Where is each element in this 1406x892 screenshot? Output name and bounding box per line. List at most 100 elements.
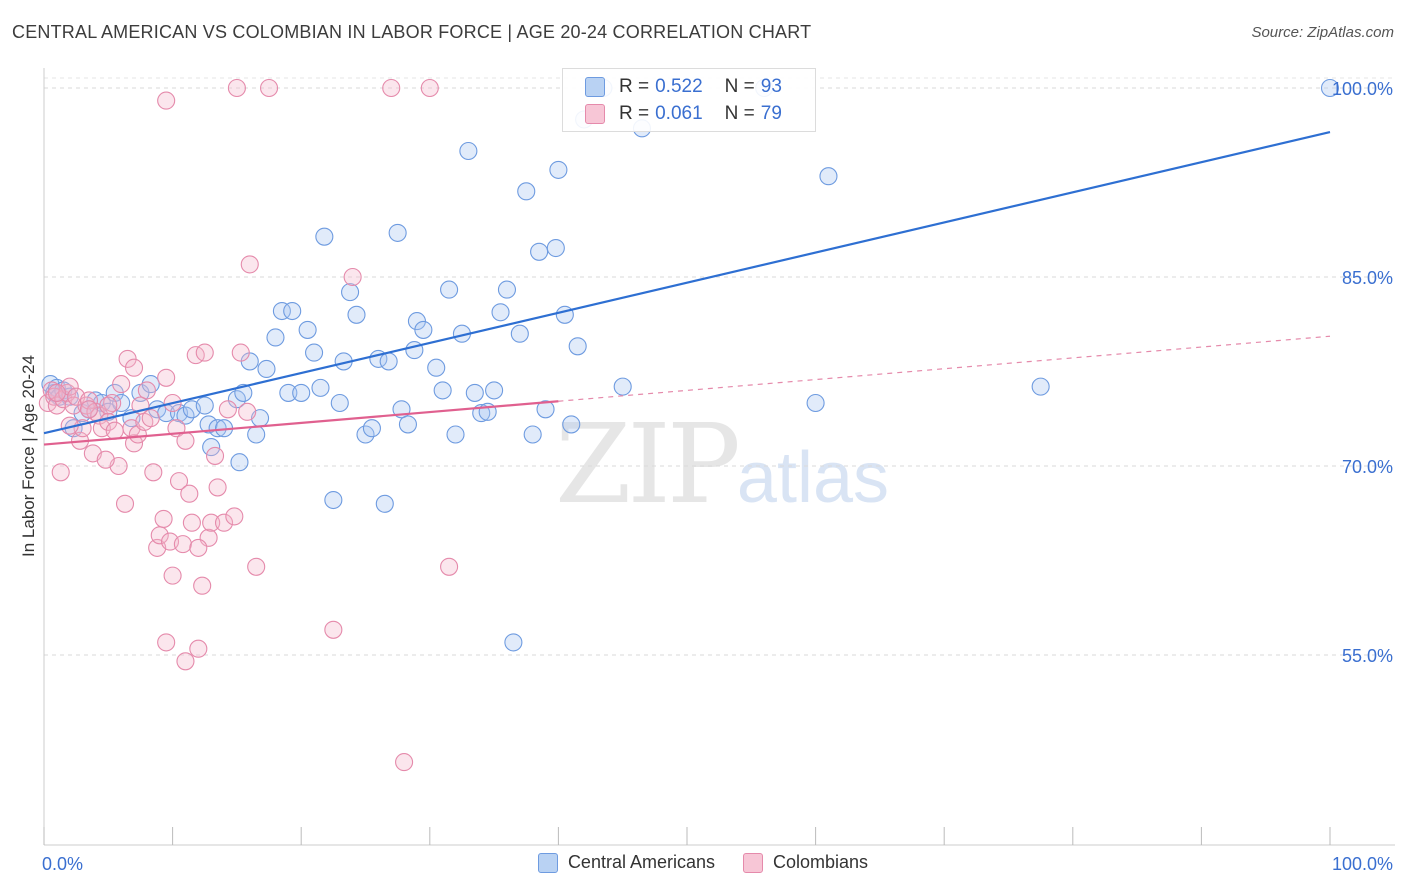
central-american-point (247, 425, 266, 444)
central-american-point (347, 305, 366, 324)
pink-swatch (743, 852, 763, 873)
central-american-point (305, 343, 324, 362)
y-axis-title: In Labor Force | Age 20-24 (19, 355, 38, 557)
colombian-point (112, 375, 131, 394)
y-tick-label: 100.0% (1332, 79, 1393, 99)
colombian-point (231, 343, 250, 362)
colombian-point (99, 396, 118, 415)
chart-title: CENTRAL AMERICAN VS COLOMBIAN IN LABOR F… (12, 22, 812, 42)
n-label: N = (724, 76, 755, 97)
colombian-point (169, 472, 189, 491)
colombian-point (163, 566, 182, 585)
central-american-point (272, 301, 291, 321)
colombian-point (124, 434, 144, 453)
colombian-point (173, 535, 192, 554)
colombian-point (202, 513, 221, 532)
central-american-point (491, 303, 510, 322)
central-american-point (504, 633, 523, 652)
central-american-point (375, 494, 394, 513)
central-american-point (414, 320, 433, 339)
central-american-point (298, 320, 317, 339)
central-american-point (266, 328, 285, 347)
central-american-point (324, 490, 343, 510)
legend-item-central-americans[interactable]: Central Americans (537, 852, 715, 873)
pink-swatch (585, 104, 605, 124)
colombian-point (214, 513, 234, 532)
colombian-point (96, 450, 115, 469)
series-legend: Central Americans Colombians (0, 852, 1406, 873)
central-american-point (819, 167, 838, 186)
colombians-trendline-dashed (558, 335, 1331, 402)
r-value: 0.522 (655, 76, 703, 97)
colombian-point (395, 753, 414, 772)
central-americans-points (41, 78, 1340, 652)
n-value: 93 (760, 76, 782, 97)
colombian-point (259, 78, 279, 98)
central-american-point (546, 238, 565, 258)
axes (43, 68, 1395, 846)
colombian-point (118, 349, 137, 368)
central-american-point (459, 141, 478, 161)
central-american-point (446, 425, 465, 444)
colombian-point (247, 557, 266, 576)
colombian-point (51, 463, 70, 482)
colombian-point (343, 267, 362, 287)
source-label: Source: ZipAtlas.com (1251, 24, 1394, 41)
central-american-point (440, 280, 459, 299)
central-american-point (341, 283, 360, 302)
legend-item-colombians[interactable]: Colombians (743, 852, 868, 873)
central-american-point (517, 182, 536, 201)
y-tick-label: 85.0% (1342, 268, 1393, 288)
central-american-point (362, 419, 381, 438)
colombian-point (105, 421, 124, 440)
central-american-point (407, 312, 426, 331)
central-american-point (388, 223, 407, 242)
colombian-point (182, 513, 201, 532)
central-american-point (292, 383, 311, 402)
colombian-point (79, 400, 99, 419)
legend-label: Central Americans (567, 852, 715, 872)
colombian-point (208, 478, 227, 497)
colombian-point (420, 78, 439, 98)
central-american-point (202, 438, 221, 457)
colombian-point (238, 402, 257, 421)
central-american-point (523, 425, 542, 444)
colombians-trendline-solid (43, 400, 559, 446)
colombian-point (205, 446, 225, 465)
central-american-point (199, 415, 218, 434)
central-american-point (427, 358, 446, 377)
colombian-point (137, 381, 156, 400)
colombian-point (157, 633, 176, 652)
colombian-point (157, 91, 176, 110)
colombian-point (225, 507, 244, 526)
central-american-point (613, 377, 632, 396)
watermark-zip: ZIP (555, 400, 741, 528)
central-american-point (1320, 78, 1340, 98)
colombian-point (189, 639, 208, 658)
colombian-point (180, 484, 199, 503)
colombian-point (382, 78, 401, 98)
colombian-point (154, 509, 173, 528)
central-american-point (806, 393, 825, 413)
central-american-point (379, 352, 398, 371)
central-american-point (530, 242, 549, 261)
blue-swatch (585, 77, 605, 97)
central-american-point (257, 359, 276, 379)
colombian-point (176, 652, 195, 671)
trend-lines (43, 131, 1331, 446)
zipatlas-watermark: ZIPatlas (555, 400, 889, 528)
central-american-point (568, 337, 587, 356)
watermark-atlas: atlas (736, 438, 889, 518)
central-american-point (497, 280, 517, 299)
legend-label: Colombians (773, 852, 869, 872)
n-label: N = (724, 103, 755, 124)
central-american-point (398, 415, 417, 434)
blue-swatch (537, 852, 558, 873)
colombian-point (189, 538, 208, 557)
central-americans-trendline (43, 131, 1331, 435)
axis-ticks (43, 827, 1331, 845)
colombian-point (440, 557, 459, 576)
y-tick-label: 55.0% (1342, 646, 1393, 666)
central-american-point (330, 393, 349, 413)
